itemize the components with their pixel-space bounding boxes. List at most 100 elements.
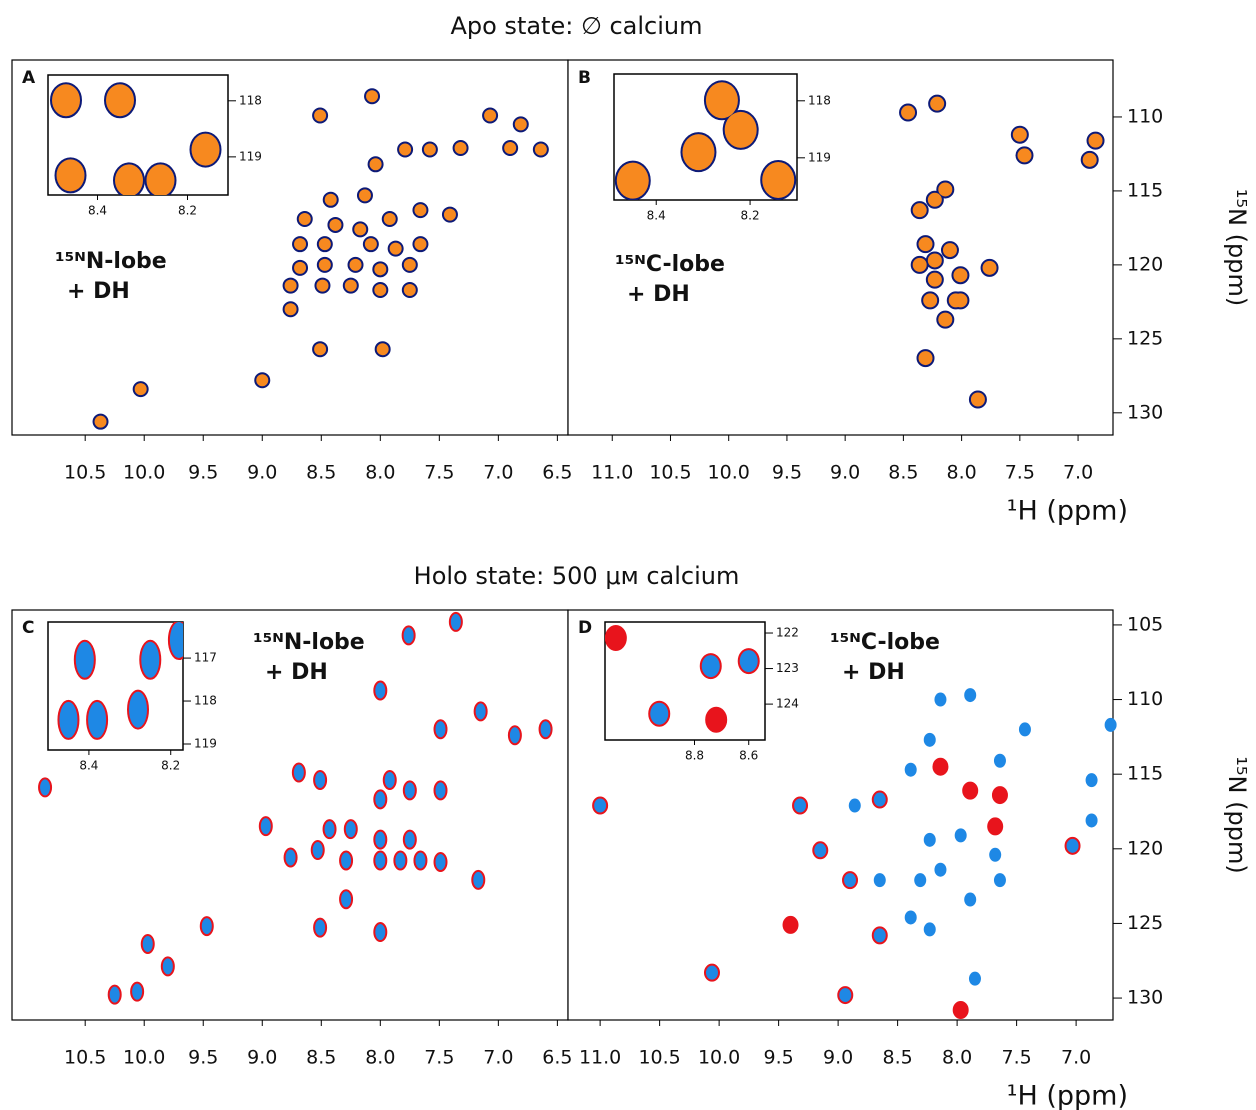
- peak: [106, 84, 134, 117]
- peak: [403, 627, 414, 644]
- peak: [314, 109, 327, 122]
- peak: [329, 218, 342, 231]
- peak: [724, 111, 757, 148]
- peak: [316, 279, 329, 292]
- x-tick-label: 9.0: [247, 1047, 277, 1069]
- peak: [284, 303, 297, 316]
- peak: [315, 771, 326, 788]
- x-axis-label: ¹H (ppm): [1007, 496, 1128, 527]
- peak: [473, 871, 484, 888]
- y-tick-label: 120: [1127, 253, 1163, 275]
- x-tick-label: 7.5: [424, 462, 454, 484]
- peak: [504, 142, 517, 155]
- peak: [454, 142, 467, 155]
- x-tick-label: 8.0: [365, 462, 395, 484]
- peak: [701, 655, 720, 678]
- inset-x-tick-label: 8.4: [647, 209, 666, 223]
- x-tick-label: 9.0: [830, 462, 860, 484]
- peak: [934, 862, 947, 877]
- inset-frame: [604, 621, 766, 741]
- peak: [873, 928, 886, 943]
- legend-label: ¹⁵ᴺN-lobe: [55, 249, 167, 274]
- peak: [705, 706, 728, 733]
- inset-y-tick-label: 118: [194, 694, 217, 708]
- peak: [435, 782, 446, 799]
- panel-label: D: [578, 618, 592, 638]
- x-tick-label: 11.0: [591, 462, 633, 484]
- peak: [509, 727, 520, 744]
- peak: [923, 732, 936, 747]
- x-tick-label: 8.5: [883, 1047, 913, 1069]
- peak: [1018, 722, 1031, 737]
- x-tick-label: 7.5: [424, 1047, 454, 1069]
- panel-label: A: [22, 68, 36, 88]
- inset-x-tick-label: 8.4: [79, 759, 98, 773]
- peak: [450, 613, 461, 630]
- x-tick-label: 8.0: [365, 1047, 395, 1069]
- x-tick-label: 7.0: [1061, 1047, 1091, 1069]
- y-tick-label: 115: [1127, 179, 1163, 201]
- peak: [146, 164, 175, 195]
- y-tick-label: 130: [1127, 987, 1163, 1009]
- y-tick-label: 110: [1127, 688, 1163, 710]
- x-tick-label: 8.5: [306, 462, 336, 484]
- peak: [59, 701, 78, 738]
- peak: [782, 915, 799, 934]
- peak: [540, 721, 551, 738]
- x-tick-label: 7.5: [1005, 462, 1035, 484]
- peak: [934, 692, 947, 707]
- peak: [298, 213, 311, 226]
- peak: [954, 828, 967, 843]
- peak: [930, 96, 945, 111]
- panel-label: B: [578, 68, 591, 88]
- peak: [88, 701, 107, 738]
- peak: [923, 832, 936, 847]
- inset-x-tick-label: 8.4: [88, 204, 107, 218]
- peak: [968, 971, 981, 986]
- x-tick-label: 9.0: [823, 1047, 853, 1069]
- x-tick-label: 10.5: [64, 462, 106, 484]
- peak: [369, 158, 382, 171]
- peak: [132, 983, 143, 1000]
- peak: [134, 383, 147, 396]
- peak: [923, 922, 936, 937]
- x-tick-label: 10.0: [698, 1047, 740, 1069]
- peak: [848, 798, 861, 813]
- peak: [918, 237, 933, 252]
- peak: [839, 988, 852, 1003]
- peak: [927, 272, 942, 287]
- peak: [141, 641, 160, 678]
- peak: [324, 193, 337, 206]
- y-tick-label: 115: [1127, 763, 1163, 785]
- x-axis-label: ¹H (ppm): [1007, 1081, 1128, 1110]
- peak: [1104, 717, 1117, 732]
- legend-label: + DH: [842, 660, 905, 685]
- peak: [403, 258, 416, 271]
- peak: [844, 873, 857, 888]
- peak: [294, 261, 307, 274]
- inset-x-tick-label: 8.6: [739, 749, 758, 763]
- legend-label: ¹⁵ᴺC-lobe: [830, 630, 940, 655]
- x-tick-label: 8.0: [942, 1047, 972, 1069]
- peak: [1012, 127, 1027, 142]
- peak: [375, 852, 386, 869]
- peak: [344, 279, 357, 292]
- peak: [982, 260, 997, 275]
- peak: [952, 1001, 969, 1019]
- inset-y-tick-label: 119: [194, 736, 217, 750]
- peak: [423, 143, 436, 156]
- inset-y-tick-label: 122: [776, 626, 799, 640]
- inset-x-tick-label: 8.8: [685, 749, 704, 763]
- legend-label: ¹⁵ᴺC-lobe: [615, 252, 725, 277]
- peak: [1085, 773, 1098, 788]
- peak: [109, 986, 120, 1003]
- peak: [376, 343, 389, 356]
- inset-y-tick-label: 119: [808, 150, 831, 164]
- peak: [682, 134, 715, 171]
- peak: [374, 284, 387, 297]
- peak: [318, 238, 331, 251]
- legend-label: + DH: [67, 279, 130, 304]
- peak: [1017, 148, 1032, 163]
- peak: [364, 238, 377, 251]
